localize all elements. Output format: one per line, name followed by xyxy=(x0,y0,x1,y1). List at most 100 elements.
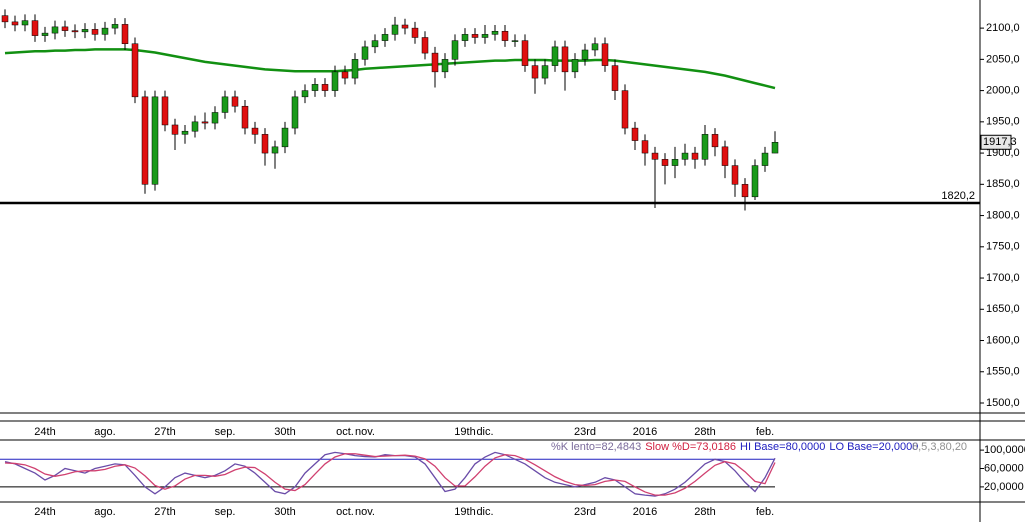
candle-body xyxy=(391,24,399,35)
y-tick-label: 100,0000 xyxy=(984,444,1025,456)
candle-body xyxy=(491,30,499,35)
candle-body xyxy=(371,40,379,48)
candle-body xyxy=(421,37,429,54)
candle-body xyxy=(321,84,329,91)
legend-entry: LO Base=20,0000 xyxy=(829,441,918,453)
candle-body xyxy=(231,96,239,107)
y-tick-label: 1650,0 xyxy=(986,303,1020,315)
candle-body xyxy=(171,124,179,135)
candle-body xyxy=(91,29,99,35)
x-tick-label: 27th xyxy=(154,506,175,518)
x-tick-label: 28th xyxy=(694,426,715,438)
x-tick-label: oct. xyxy=(336,506,354,518)
candle-body xyxy=(161,96,169,126)
candle-body xyxy=(461,34,469,41)
x-tick-label: nov. xyxy=(355,426,375,438)
y-tick-label: 2000,0 xyxy=(986,85,1020,97)
candle-body xyxy=(221,96,229,113)
candle-body xyxy=(341,71,349,79)
candle-body xyxy=(211,112,219,124)
candle-body xyxy=(731,165,739,185)
candle-body xyxy=(711,134,719,148)
candle-body xyxy=(1,15,9,23)
candle-body xyxy=(291,96,299,129)
y-tick-label: 60,0000 xyxy=(984,462,1024,474)
candle-body xyxy=(511,40,519,42)
candle-body xyxy=(101,27,109,35)
candle-body xyxy=(141,96,149,185)
candle-body xyxy=(81,29,89,33)
y-tick-label: 1700,0 xyxy=(986,272,1020,284)
candle-body xyxy=(651,152,659,160)
candle-body xyxy=(61,26,69,31)
candle-body xyxy=(481,34,489,38)
x-tick-label: 28th xyxy=(694,506,715,518)
candle-body xyxy=(521,40,529,66)
last-price-box xyxy=(980,134,1012,150)
x-tick-label: sep. xyxy=(215,426,236,438)
candle-body xyxy=(671,159,679,166)
candle-body xyxy=(501,30,509,41)
y-tick-label: 1800,0 xyxy=(986,209,1020,221)
candle-body xyxy=(471,34,479,38)
candle-body xyxy=(261,134,269,154)
candle-body xyxy=(411,27,419,38)
candle-body xyxy=(641,140,649,154)
candle-body xyxy=(401,24,409,29)
candle-body xyxy=(71,30,79,33)
y-tick-label: 2050,0 xyxy=(986,53,1020,65)
candle-body xyxy=(331,71,339,91)
y-tick-label: 1550,0 xyxy=(986,366,1020,378)
x-tick-label: feb. xyxy=(756,426,774,438)
candle-body xyxy=(591,43,599,51)
x-tick-label: nov. xyxy=(355,506,375,518)
candle-body xyxy=(21,20,29,26)
candle-body xyxy=(761,152,769,166)
candle-body xyxy=(281,127,289,148)
y-tick-label: 1500,0 xyxy=(986,397,1020,409)
y-tick-label: 1600,0 xyxy=(986,334,1020,346)
legend-entry: %K lento=82,4843 xyxy=(551,441,641,453)
candle-body xyxy=(551,46,559,66)
candle-body xyxy=(531,65,539,79)
candle-body xyxy=(571,59,579,73)
candle-body xyxy=(271,146,279,154)
x-tick-label: 24th xyxy=(34,426,55,438)
candle-body xyxy=(541,65,549,79)
x-tick-label: sep. xyxy=(215,506,236,518)
candle-body xyxy=(191,121,199,132)
x-tick-label: feb. xyxy=(756,506,774,518)
x-tick-label: 27th xyxy=(154,426,175,438)
legend-entry: Slow %D=73,0186 xyxy=(645,441,736,453)
y-tick-label: 1850,0 xyxy=(986,178,1020,190)
candle-body xyxy=(631,127,639,141)
candle-body xyxy=(691,152,699,160)
y-tick-label: 1950,0 xyxy=(986,116,1020,128)
candle-body xyxy=(41,32,49,36)
x-tick-label: 2016 xyxy=(633,426,657,438)
candle-body xyxy=(561,46,569,73)
candle-body xyxy=(51,26,59,34)
x-tick-label: oct. xyxy=(336,426,354,438)
candle-body xyxy=(121,24,129,44)
candle-body xyxy=(441,59,449,73)
x-tick-label: 19th xyxy=(454,506,475,518)
candle-body xyxy=(111,24,119,29)
x-tick-label: dic. xyxy=(476,426,493,438)
candle-body xyxy=(301,90,309,98)
candle-body xyxy=(751,165,759,198)
x-tick-label: 30th xyxy=(274,426,295,438)
candle-body xyxy=(151,96,159,185)
last-price-label: 1917,3 xyxy=(983,136,1017,148)
candle-body xyxy=(701,134,709,160)
candle-body xyxy=(621,90,629,129)
candle-body xyxy=(251,127,259,135)
candle-body xyxy=(431,52,439,73)
candle-body xyxy=(601,43,609,66)
legend-entry: HI Base=80,0000 xyxy=(740,441,825,453)
candle-body xyxy=(241,105,249,129)
candle-body xyxy=(311,84,319,91)
x-tick-label: 2016 xyxy=(633,506,657,518)
x-tick-label: 23rd xyxy=(574,426,596,438)
